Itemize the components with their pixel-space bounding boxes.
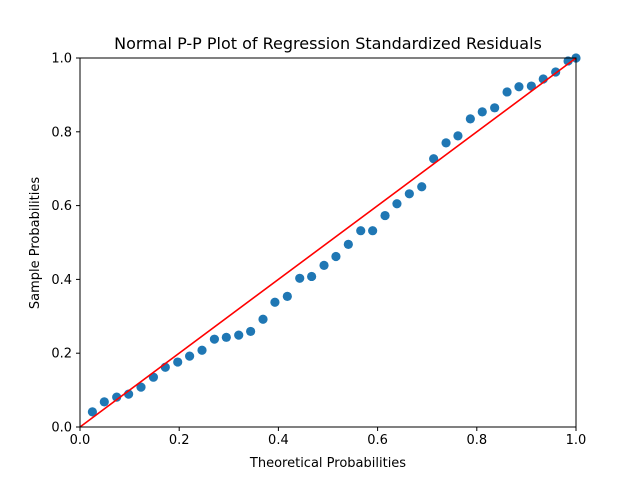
data-point bbox=[209, 334, 220, 344]
data-point bbox=[343, 239, 353, 249]
x-tick-label: 0.8 bbox=[466, 433, 487, 448]
data-point bbox=[356, 226, 366, 236]
data-point bbox=[197, 345, 207, 355]
data-point bbox=[234, 330, 244, 340]
data-point bbox=[136, 382, 146, 392]
data-point bbox=[173, 357, 183, 367]
data-point bbox=[319, 260, 329, 270]
x-tick-label: 0.0 bbox=[70, 433, 91, 448]
data-point bbox=[490, 103, 500, 113]
data-point bbox=[526, 81, 536, 91]
data-point bbox=[87, 407, 97, 417]
data-point bbox=[429, 154, 439, 164]
x-tick-label: 1.0 bbox=[566, 433, 587, 448]
plot-frame bbox=[79, 57, 577, 428]
data-point bbox=[282, 291, 292, 301]
data-point bbox=[185, 351, 195, 361]
data-point bbox=[307, 271, 317, 282]
y-tick-label: 0.2 bbox=[51, 347, 72, 362]
data-point bbox=[221, 332, 231, 342]
reference-line-layer bbox=[79, 57, 577, 428]
x-tick-label: 0.2 bbox=[169, 433, 190, 448]
y-tick-label: 0.0 bbox=[51, 421, 72, 436]
data-point bbox=[502, 87, 512, 97]
data-point bbox=[246, 326, 256, 337]
y-tick-label: 0.8 bbox=[51, 125, 72, 140]
data-point bbox=[270, 297, 280, 307]
data-point bbox=[295, 273, 305, 283]
x-axis-label: Theoretical Probabilities bbox=[249, 456, 406, 471]
y-tick-label: 0.6 bbox=[51, 199, 72, 214]
data-point bbox=[465, 114, 475, 124]
chart-title: Normal P-P Plot of Regression Standardiz… bbox=[114, 34, 542, 53]
y-tick-label: 0.4 bbox=[51, 273, 72, 288]
data-point bbox=[453, 131, 463, 141]
data-points-layer bbox=[87, 53, 581, 417]
data-point bbox=[331, 251, 341, 262]
data-point bbox=[563, 56, 573, 66]
data-point bbox=[441, 138, 451, 148]
x-tick-label: 0.6 bbox=[367, 433, 388, 448]
x-axis-ticks: 0.0 0.2 0.4 0.6 0.8 1.0 bbox=[70, 427, 587, 448]
y-axis-label: Sample Probabilities bbox=[28, 177, 43, 310]
x-tick-label: 0.4 bbox=[268, 433, 289, 448]
data-point bbox=[380, 210, 390, 221]
data-point bbox=[417, 182, 427, 192]
data-point bbox=[477, 107, 487, 117]
data-point bbox=[112, 392, 122, 402]
data-point bbox=[514, 82, 524, 92]
data-point bbox=[392, 199, 402, 209]
data-point bbox=[404, 189, 414, 199]
reference-line bbox=[79, 57, 577, 428]
y-axis-ticks: 0.0 0.2 0.4 0.6 0.8 1.0 bbox=[51, 52, 80, 436]
data-point bbox=[99, 397, 109, 407]
data-point bbox=[368, 226, 378, 236]
data-point bbox=[258, 314, 268, 324]
y-tick-label: 1.0 bbox=[51, 52, 72, 67]
